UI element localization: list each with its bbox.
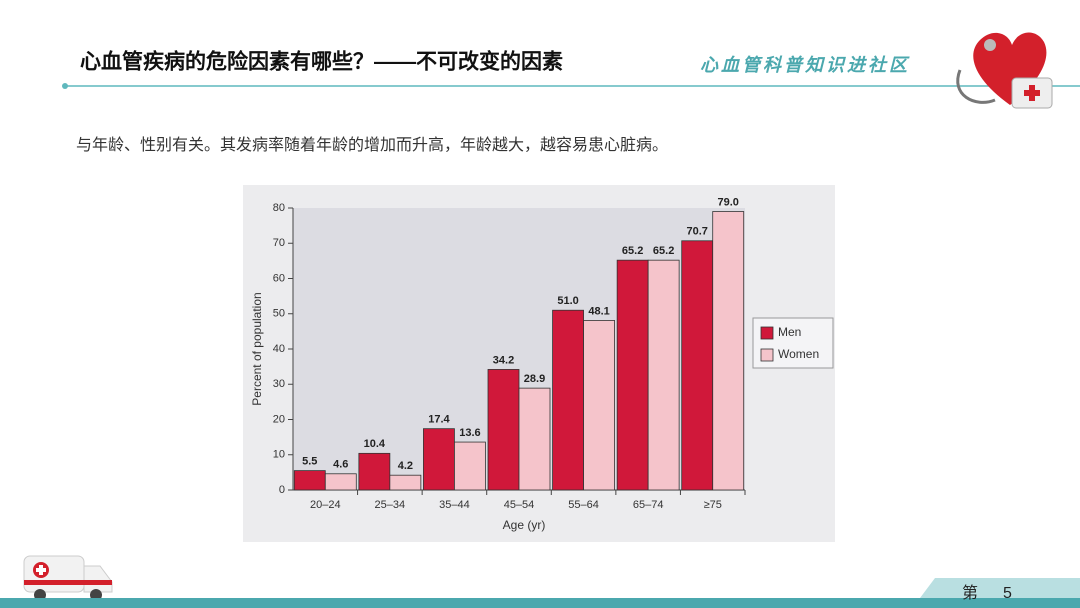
value-label: 70.7 [687,226,708,238]
x-tick-label: 55–64 [568,499,599,511]
y-tick-label: 10 [273,449,285,461]
bar [389,474,422,491]
value-label: 48.1 [588,305,609,317]
rule-dot [62,83,68,89]
value-label: 10.4 [364,438,386,450]
bar [712,211,745,491]
legend-swatch [760,326,774,340]
legend-label: Men [778,325,801,339]
y-tick-label: 70 [273,237,285,249]
bar [552,309,584,491]
x-tick-label: 20–24 [310,499,341,511]
ambulance-icon [23,555,113,601]
brand: 心血管科普知识进社区 [700,55,910,75]
footer-bar [0,598,1080,608]
bar [583,320,615,491]
y-tick-label: 0 [279,484,285,496]
y-tick-label: 20 [273,413,285,425]
value-label: 28.9 [524,373,545,385]
bar [454,441,486,491]
page-label: 第 [962,584,978,602]
slide-title: 心血管疾病的危险因素有哪些？——不可改变的因素 [80,50,563,74]
value-label: 51.0 [557,295,578,307]
x-tick-label: 65–74 [633,499,664,511]
x-tick-label: 25–34 [375,499,406,511]
bar [423,428,455,491]
value-label: 79.0 [718,196,739,208]
heart-icon [956,32,1053,109]
page-tab [920,578,1080,598]
y-tick-label: 30 [273,378,285,390]
bar [616,259,649,491]
bar [324,473,357,491]
value-label: 13.6 [459,427,480,439]
value-label: 4.6 [333,459,348,471]
x-tick-label: 35–44 [439,499,470,511]
value-label: 17.4 [428,414,450,426]
body-text: 与年龄、性别有关。其发病率随着年龄的增加而升高，年龄越大，越容易患心脏病。 [76,136,668,154]
value-label: 5.5 [302,456,317,468]
y-tick-label: 80 [273,202,285,214]
legend-label: Women [778,347,819,361]
value-label: 4.2 [398,460,413,472]
legend-swatch [760,348,774,362]
bar [647,259,680,491]
y-tick-label: 60 [273,272,285,284]
value-label: 65.2 [622,245,643,257]
y-tick-label: 40 [273,343,285,355]
x-tick-label: ≥75 [704,499,722,511]
bar [358,452,391,491]
page-number: 5 [1003,585,1012,602]
x-tick-label: 45–54 [504,499,535,511]
value-label: 34.2 [493,354,514,366]
bar [487,369,520,491]
value-label: 65.2 [653,245,674,257]
y-axis-label: Percent of population [250,292,264,405]
x-axis-label: Age (yr) [503,518,546,532]
bar [681,240,714,491]
bar [518,387,551,491]
y-tick-label: 50 [273,308,285,320]
bar [293,470,326,491]
